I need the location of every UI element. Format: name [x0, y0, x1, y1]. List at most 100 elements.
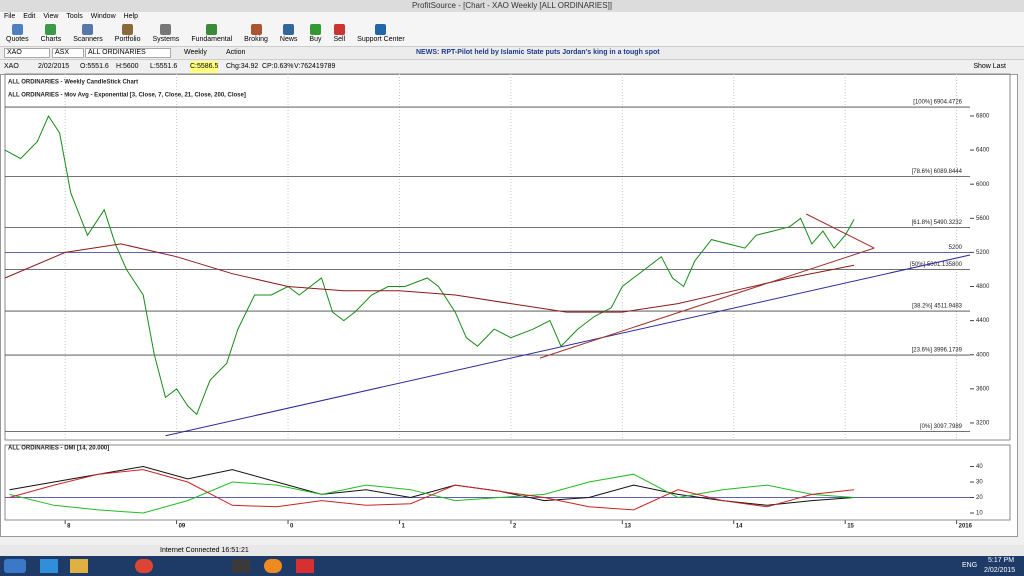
y-tick-label: 3600 — [976, 386, 990, 392]
toolbar-icon — [160, 24, 172, 35]
status-text: Internet Connected 16:51:21 — [160, 547, 249, 554]
clock-time: 5:17 PM — [988, 557, 1015, 564]
news-ticker[interactable]: NEWS: RPT-Pilot held by Islamic State pu… — [416, 49, 660, 56]
chart-title: ALL ORDINARIES - Weekly CandleStick Char… — [8, 80, 138, 86]
x-tick-label: 2016 — [959, 524, 973, 530]
menu-item[interactable]: Help — [123, 13, 139, 20]
y-tick-label: 6000 — [976, 182, 990, 188]
show-last[interactable]: Show Last — [973, 63, 1006, 70]
menu-item[interactable]: Edit — [23, 13, 36, 20]
chart-title: ALL ORDINARIES - DMI [14, 20.000] — [8, 446, 109, 452]
symbol-name[interactable]: ALL ORDINARIES — [85, 48, 171, 58]
taskbar: ENG 5:17 PM 2/02/2015 — [0, 556, 1024, 576]
toolbar-icon — [206, 24, 218, 35]
toolbar-button[interactable]: Fundamental — [191, 22, 232, 46]
info-field: XAO — [4, 63, 19, 70]
y-tick-label: 40 — [976, 464, 983, 470]
status-bar: Internet Connected 16:51:21 — [0, 545, 1024, 556]
plot-frame — [4, 73, 1011, 441]
toolbar-button[interactable]: Quotes — [6, 22, 29, 46]
app-icon[interactable] — [40, 559, 58, 573]
info-field: O:5551.6 — [80, 63, 109, 70]
x-tick-label: 15 — [847, 524, 854, 530]
info-field: C:5586.5 — [190, 61, 219, 73]
toolbar-icon — [283, 24, 295, 35]
info-field: H:5600 — [116, 63, 139, 70]
y-tick-label: 4400 — [976, 318, 990, 324]
toolbar-button[interactable]: Charts — [41, 22, 61, 46]
toolbar-button[interactable]: Broking — [244, 22, 268, 46]
x-tick-label: 14 — [736, 524, 743, 530]
y-tick-label: 20 — [976, 495, 983, 501]
exchange[interactable]: ASX — [52, 48, 84, 58]
y-tick-label: 5200 — [976, 250, 990, 256]
toolbar-button[interactable]: Support Center — [357, 22, 405, 46]
y-tick-label: 4800 — [976, 284, 990, 290]
toolbar-label: Support Center — [357, 36, 405, 43]
y-tick-label: 5600 — [976, 216, 990, 222]
info-field: 2/02/2015 — [38, 63, 70, 70]
toolbar-button[interactable]: Buy — [309, 22, 321, 46]
toolbar-label: Scanners — [73, 36, 103, 43]
series-line — [4, 243, 855, 313]
x-tick-label: 0 — [290, 524, 294, 530]
start-button[interactable] — [4, 559, 26, 573]
level-label: [50%] 5001.135800 — [910, 262, 963, 268]
language: ENG — [962, 562, 978, 569]
app-icon[interactable] — [135, 559, 153, 573]
x-tick-label: 1 — [401, 524, 405, 530]
action[interactable]: Action — [226, 49, 246, 56]
toolbar-label: Sell — [333, 36, 346, 43]
series-line — [9, 473, 855, 514]
series-line — [539, 247, 875, 359]
toolbar-button[interactable]: Portfolio — [115, 22, 140, 46]
toolbar-label: Buy — [309, 36, 322, 43]
toolbar-icon — [11, 24, 23, 35]
series-line — [9, 469, 855, 511]
app-icon[interactable] — [70, 559, 88, 573]
x-tick-label: 8 — [67, 524, 71, 530]
menu-item[interactable]: Window — [90, 13, 116, 20]
info-field: Chg:34.92 — [226, 63, 259, 70]
y-tick-label: 30 — [976, 480, 983, 486]
toolbar-icon — [45, 24, 57, 35]
info-field: CP:0.63% — [262, 63, 294, 70]
chart-area — [0, 74, 1018, 537]
toolbar-icon — [250, 24, 262, 35]
level-label: [100%] 6904.4726 — [913, 100, 962, 106]
info-field: V:762419789 — [294, 63, 336, 70]
info-field: L:5551.6 — [150, 63, 178, 70]
toolbar-icon — [122, 24, 134, 35]
y-tick-label: 3200 — [976, 421, 990, 427]
toolbar-label: Quotes — [6, 36, 29, 43]
toolbar-icon — [375, 24, 387, 35]
menu-item[interactable]: Tools — [66, 13, 83, 20]
level-label: [38.2%] 4511.9483 — [912, 304, 963, 310]
y-tick-label: 4000 — [976, 352, 990, 358]
toolbar-button[interactable]: Sell — [333, 22, 345, 46]
level-label: [78.6%] 6089.8444 — [912, 169, 963, 175]
toolbar-button[interactable]: Scanners — [73, 22, 103, 46]
toolbar-label: News — [279, 36, 298, 43]
x-tick-label: 2 — [513, 524, 517, 530]
app-icon[interactable] — [264, 559, 282, 573]
series-line — [9, 465, 855, 506]
y-tick-label: 6400 — [976, 148, 990, 154]
toolbar-icon — [333, 24, 345, 35]
menu-item[interactable]: File — [4, 13, 16, 20]
app-icon[interactable] — [232, 559, 250, 573]
y-tick-label: 10 — [976, 511, 983, 517]
symbol-code[interactable]: XAO — [4, 48, 50, 58]
toolbar-button[interactable]: Systems — [152, 22, 179, 46]
info-bar: Show Last XAO 2/02/2015 O:5551.6 H:5600 L:55… — [0, 61, 1024, 73]
toolbar-icon — [82, 24, 94, 35]
toolbar-button[interactable]: News — [279, 22, 298, 46]
plot-frame — [4, 444, 1011, 521]
series-line — [4, 114, 855, 416]
menu-item[interactable]: View — [43, 13, 59, 20]
app-icon[interactable] — [296, 559, 314, 573]
toolbar-label: Systems — [152, 36, 180, 43]
period[interactable]: Weekly — [184, 49, 207, 56]
